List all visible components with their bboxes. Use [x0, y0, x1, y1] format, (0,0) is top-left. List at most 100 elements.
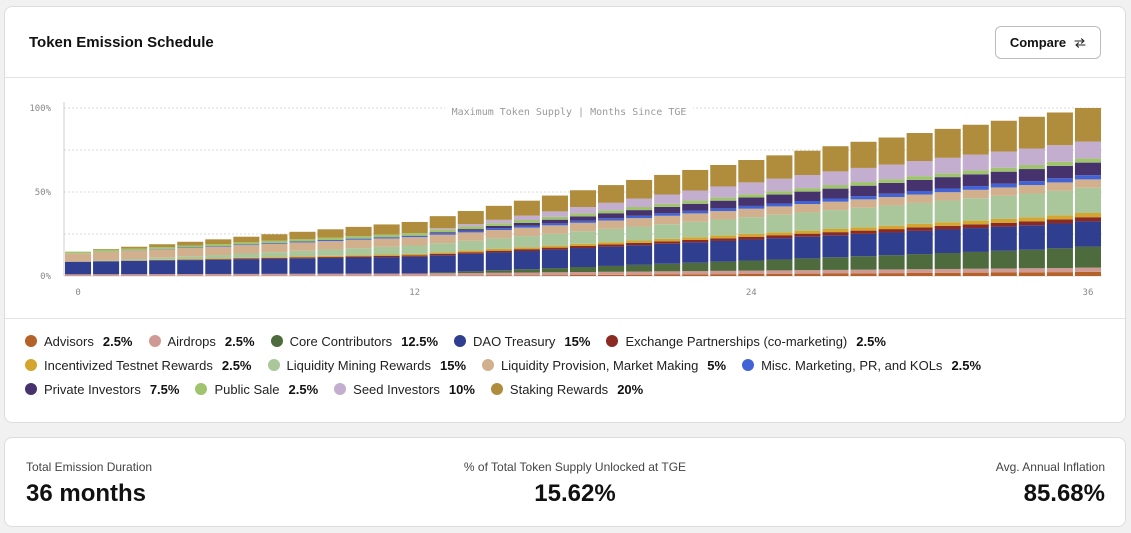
bar-segment-public-sale — [541, 216, 568, 220]
bar-segment-liquidity-mining-rewards — [373, 246, 400, 255]
bar-segment-liquidity-provision-market-making — [1074, 179, 1101, 188]
bar-segment-misc-marketing-pr-and-kols — [345, 238, 372, 240]
bar-segment-private-investors — [962, 174, 989, 187]
bar-segment-exchange-partnerships-co-marketing — [794, 233, 821, 237]
bar-segment-liquidity-mining-rewards — [177, 256, 204, 260]
legend-swatch — [606, 335, 619, 347]
legend-swatch — [482, 359, 495, 371]
bar-segment-exchange-partnerships-co-marketing — [710, 238, 737, 241]
bar-segment-staking-rewards — [990, 120, 1017, 152]
bar-segment-staking-rewards — [233, 236, 260, 243]
bar-segment-airdrops — [233, 273, 260, 276]
bar-segment-incentivized-testnet-rewards — [457, 250, 484, 253]
bar-segment-advisors — [934, 272, 961, 276]
bar-segment-liquidity-provision-market-making — [738, 208, 765, 218]
bar-segment-misc-marketing-pr-and-kols — [485, 228, 512, 231]
bar-segment-liquidity-provision-market-making — [766, 206, 793, 215]
bar-segment-dao-treasury — [1046, 223, 1073, 249]
legend-area: Advisors 2.5% Airdrops 2.5% Core Contributor… — [5, 247, 1125, 424]
bar-segment-airdrops — [822, 269, 849, 274]
bar-segment-dao-treasury — [569, 248, 597, 268]
bar-segment-liquidity-provision-market-making — [1018, 185, 1045, 194]
bar-segment-public-sale — [317, 237, 344, 241]
bar-segment-incentivized-testnet-rewards — [738, 233, 765, 237]
bar-segment-staking-rewards — [962, 124, 989, 155]
bar-segment-misc-marketing-pr-and-kols — [457, 230, 484, 233]
bar-segment-dao-treasury — [850, 233, 877, 257]
bar-segment-exchange-partnerships-co-marketing — [457, 252, 484, 254]
bar-segment-airdrops — [373, 273, 400, 276]
bar-segment-staking-rewards — [878, 137, 905, 165]
bar-segment-liquidity-mining-rewards — [149, 257, 176, 260]
bar-segment-public-sale — [177, 245, 204, 248]
bar-segment-exchange-partnerships-co-marketing — [261, 257, 288, 259]
bar-segment-public-sale — [121, 248, 148, 251]
bar-segment-liquidity-provision-market-making — [65, 253, 92, 262]
bar-segment-dao-treasury — [485, 252, 512, 271]
bar-segment-liquidity-mining-rewards — [598, 228, 625, 243]
legend-swatch — [25, 359, 37, 371]
bar-segment-liquidity-mining-rewards — [710, 219, 737, 236]
bar-segment-staking-rewards — [261, 234, 288, 241]
page-title: Token Emission Schedule — [29, 34, 214, 51]
bar-segment-misc-marketing-pr-and-kols — [205, 246, 232, 247]
bar-segment-core-contributors — [710, 261, 737, 271]
bar-segment-incentivized-testnet-rewards — [962, 220, 989, 225]
emission-stacked-bar-chart: Maximum Token Supply | Months Since TGE 0… — [29, 102, 1102, 298]
bar-segment-core-contributors — [906, 254, 933, 270]
bar-segment-misc-marketing-pr-and-kols — [626, 215, 653, 219]
bar-segment-incentivized-testnet-rewards — [289, 256, 316, 258]
bar-segment-incentivized-testnet-rewards — [710, 235, 737, 239]
bar-segment-misc-marketing-pr-and-kols — [1046, 178, 1073, 183]
bar-segment-dao-treasury — [1074, 221, 1101, 247]
bar-segment-incentivized-testnet-rewards — [261, 257, 288, 258]
legend-label: DAO Treasury — [473, 333, 556, 349]
legend-swatch — [25, 335, 37, 347]
bar-segment-exchange-partnerships-co-marketing — [373, 255, 400, 258]
bar-segment-airdrops — [766, 270, 793, 274]
bar-segment-exchange-partnerships-co-marketing — [626, 242, 653, 246]
bar-segment-liquidity-mining-rewards — [485, 238, 512, 249]
bar-segment-advisors — [626, 274, 653, 276]
bar-segment-private-investors — [541, 219, 568, 224]
bar-segment-core-contributors — [990, 250, 1017, 269]
bar-segment-private-investors — [569, 216, 597, 221]
bar-segment-seed-investors — [1046, 145, 1073, 162]
bar-segment-misc-marketing-pr-and-kols — [822, 198, 849, 202]
bar-segment-private-investors — [990, 171, 1017, 184]
bar-segment-public-sale — [934, 173, 961, 178]
bar-segment-dao-treasury — [822, 235, 849, 258]
bar-segment-incentivized-testnet-rewards — [766, 232, 793, 236]
bar-segment-airdrops — [569, 272, 597, 275]
bar-segment-incentivized-testnet-rewards — [1018, 217, 1045, 222]
bar-segment-dao-treasury — [65, 261, 92, 275]
bar-segment-incentivized-testnet-rewards — [1074, 213, 1101, 218]
legend-item: Misc. Marketing, PR, and KOLs 2.5% — [742, 357, 981, 373]
compare-button[interactable]: Compare — [995, 26, 1101, 59]
stat-annual-inflation: Avg. Annual Inflation 85.68% — [996, 460, 1105, 508]
bar-segment-exchange-partnerships-co-marketing — [429, 253, 456, 256]
bar-segment-liquidity-mining-rewards — [289, 250, 316, 257]
bar-segment-exchange-partnerships-co-marketing — [682, 239, 709, 243]
bar-segment-seed-investors — [541, 211, 568, 217]
bar-segment-airdrops — [345, 273, 372, 276]
bar-segment-advisors — [710, 274, 737, 276]
bar-segment-public-sale — [710, 197, 737, 201]
bar-segment-seed-investors — [513, 215, 540, 220]
bar-segment-liquidity-mining-rewards — [654, 224, 681, 239]
bar-segment-incentivized-testnet-rewards — [626, 240, 653, 243]
bar-segment-staking-rewards — [149, 244, 176, 248]
bar-segment-staking-rewards — [93, 249, 120, 251]
bar-segment-core-contributors — [541, 268, 568, 273]
bar-segment-core-contributors — [822, 257, 849, 270]
bar-segment-dao-treasury — [345, 257, 372, 274]
bar-segment-seed-investors — [457, 224, 484, 227]
bar-segment-misc-marketing-pr-and-kols — [962, 186, 989, 190]
bar-segment-airdrops — [429, 273, 456, 276]
bar-segment-staking-rewards — [1074, 108, 1101, 142]
bar-segment-private-investors — [878, 182, 905, 194]
bar-segment-exchange-partnerships-co-marketing — [766, 235, 793, 239]
chart-title-bg — [445, 105, 693, 119]
bar-segment-core-contributors — [569, 267, 597, 273]
bar-segment-liquidity-mining-rewards — [93, 260, 120, 262]
